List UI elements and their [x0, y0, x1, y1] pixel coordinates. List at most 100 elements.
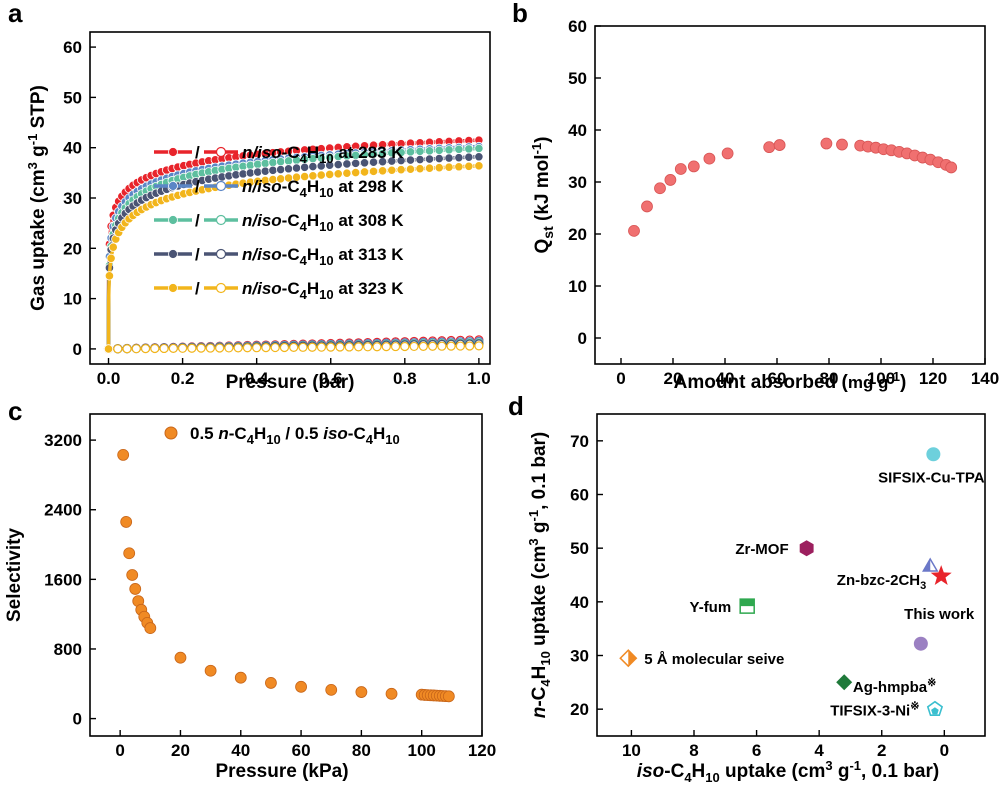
selectivity-point [117, 449, 130, 461]
legend-marker-n [168, 147, 178, 157]
n-point [444, 153, 454, 163]
n-point [342, 159, 352, 169]
iso-point [307, 342, 317, 352]
n-point [396, 165, 406, 175]
panel-d-xtick-label: 0 [940, 741, 949, 760]
n-point [405, 155, 416, 165]
panel-d-letter: d [508, 391, 524, 421]
panel-b-xtick-label: 140 [971, 369, 999, 388]
panel-b-xtick-label: 60 [768, 369, 787, 388]
point-tifsix-3-ni-label: TIFSIX-3-Ni※ [830, 700, 919, 719]
panel-a: a 0.0 0.2 0.4 0.6 0.8 1.0 0 10 20 30 40 50 60 / n/iso… [8, 0, 491, 393]
n-point [434, 153, 444, 164]
panel-b-ylabel: Qst (kJ mol-1) [529, 137, 556, 254]
selectivity-point [385, 687, 398, 700]
iso-point [261, 343, 271, 353]
panel-d-ytick-label: 40 [570, 593, 589, 612]
legend-slash: / [195, 211, 200, 230]
panel-a-legend: / n/iso-C4H10 at 283 K / n/iso-C4H10 at 298… [154, 143, 404, 302]
iso-point [390, 341, 401, 352]
selectivity-point [204, 664, 217, 677]
panel-c-ylabel: Selectivity [4, 528, 25, 622]
panel-c-ytick-label: 3200 [44, 431, 82, 450]
qst-point [763, 141, 776, 154]
panel-a-xtick-label: 0.6 [319, 369, 343, 388]
iso-point [335, 342, 345, 352]
n-point [378, 166, 388, 176]
n-point [387, 156, 397, 166]
panel-b-xlabel: Amount absorbed (mg g-1) [674, 369, 907, 393]
panel-b-points [628, 137, 958, 237]
legend-marker-n [168, 249, 178, 259]
panel-c-xtick-label: 20 [171, 741, 190, 760]
legend-marker-n [168, 181, 178, 191]
point-y-fum-half [740, 599, 755, 607]
panel-b-xtick-label: 20 [664, 369, 683, 388]
panel-b-letter: b [512, 0, 528, 28]
n-point [342, 168, 352, 178]
panel-c-xtick-label: 100 [408, 741, 436, 760]
n-point [424, 163, 435, 173]
n-point [444, 145, 454, 155]
iso-point [298, 342, 308, 352]
panel-c-ytick-label: 2400 [44, 501, 82, 520]
panel-d-ytick-label: 50 [570, 539, 589, 558]
panel-d-points: SIFSIX-Cu-TPA Zr-MOF Zn-bzc-2CH3 This work Y… [619, 447, 985, 719]
panel-b-xtick-label: 100 [867, 369, 895, 388]
panel-b-ytick-label: 60 [568, 17, 587, 36]
point-sifsix-cu-tpa [926, 447, 941, 462]
point-this-work-label: This work [904, 606, 975, 623]
iso-point [177, 343, 188, 353]
panel-d-frame [596, 413, 986, 737]
n-point [474, 152, 484, 162]
iso-point [122, 344, 132, 354]
panel-a-xtick-label: 0.0 [97, 369, 121, 388]
panel-c-letter: c [8, 396, 22, 426]
n-point [454, 153, 464, 163]
panel-a-ytick-label: 50 [63, 88, 82, 107]
panel-d-xtick-label: 6 [752, 741, 761, 760]
n-point [106, 253, 116, 263]
n-point [260, 166, 270, 176]
point-5-molecular-seive-half [628, 650, 637, 667]
panel-b-ytick-label: 40 [568, 121, 587, 140]
n-point [103, 344, 114, 354]
panel-a-ytick-label: 0 [73, 340, 82, 359]
iso-point [113, 344, 123, 354]
n-point [283, 164, 294, 174]
panel-d-ytick-label: 30 [570, 647, 589, 666]
n-point [378, 157, 388, 167]
panel-b: b 0 20 40 60 80 100 120 140 0 10 20 30 40 50 60 Amount… [512, 0, 999, 393]
iso-point [233, 343, 243, 353]
selectivity-point [144, 622, 157, 634]
n-point [444, 162, 454, 172]
iso-point [270, 342, 280, 353]
panel-d-xtick-label: 10 [622, 741, 641, 760]
panel-c-xtick-label: 0 [115, 741, 124, 760]
point-sifsix-cu-tpa-label: SIFSIX-Cu-TPA [878, 469, 985, 486]
n-point [351, 167, 361, 178]
panel-a-ytick-label: 10 [63, 290, 82, 309]
iso-point [279, 342, 290, 353]
n-point [424, 154, 435, 164]
n-point [325, 169, 335, 180]
panel-b-xtick-label: 120 [919, 369, 947, 388]
qst-point [945, 161, 958, 174]
panel-c-ytick-label: 1600 [44, 570, 82, 589]
panel-b-ticks: 0 20 40 60 80 100 120 140 0 10 20 30 40 50 60 [568, 17, 999, 388]
qst-point [836, 138, 848, 151]
n-point [253, 167, 263, 177]
n-point [464, 161, 474, 171]
legend-marker-n [168, 215, 178, 225]
legend-label-3: n/iso-C4H10 at 313 K [242, 245, 404, 268]
n-point [359, 167, 370, 177]
iso-point [455, 341, 465, 351]
n-point [276, 164, 286, 175]
n-point [387, 165, 397, 175]
point-zr-mof-label: Zr-MOF [735, 541, 788, 558]
panel-c: c 0 20 40 60 80 100 120 0 800 1600 2400 3200 0.5 n-… [4, 396, 496, 782]
iso-point [427, 341, 438, 351]
panel-d-xtick-label: 8 [689, 741, 698, 760]
iso-point [381, 342, 391, 352]
selectivity-point [325, 683, 338, 696]
